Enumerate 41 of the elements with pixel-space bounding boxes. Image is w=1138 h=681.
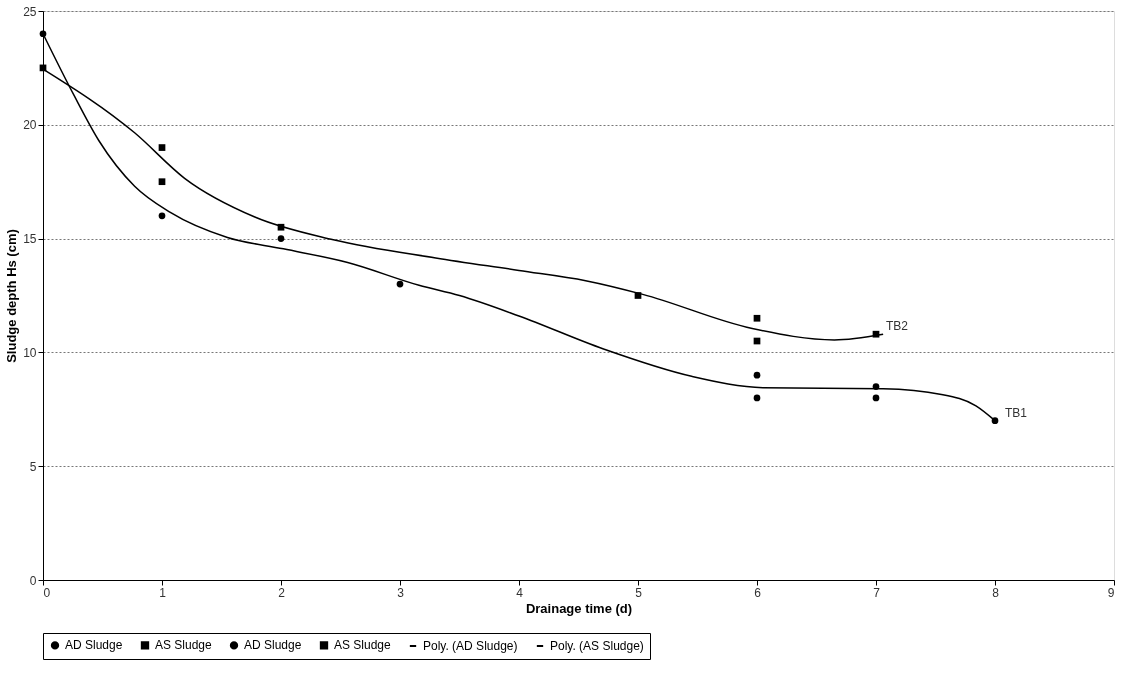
point — [277, 235, 285, 242]
legend-label: AD Sludge — [244, 638, 302, 653]
x-tick-label: 1 — [159, 585, 167, 600]
point — [991, 417, 999, 425]
y-tick-label: 25 — [23, 4, 37, 19]
legend-label: Poly. (AD Sludge) — [423, 639, 518, 653]
point — [39, 30, 47, 38]
legend-label: AS Sludge — [334, 638, 392, 653]
x-tick-label: 3 — [397, 585, 405, 600]
point — [753, 371, 761, 379]
point — [396, 280, 404, 288]
x-axis-title: Drainage time (d) — [525, 600, 633, 616]
point — [753, 314, 761, 322]
legend-label: Poly. (AS Sludge) — [550, 639, 644, 653]
point — [872, 330, 880, 338]
x-tick-label: 0 — [43, 585, 51, 600]
y-tick-label: 20 — [23, 118, 37, 133]
y-tick-label: 10 — [23, 345, 37, 360]
point — [872, 383, 880, 390]
point — [634, 292, 642, 299]
point — [872, 394, 880, 402]
x-tick-label: 6 — [754, 585, 762, 600]
annotation: TB1 — [1005, 405, 1028, 420]
point — [158, 178, 166, 186]
x-tick-label: 8 — [992, 585, 1000, 600]
y-tick-label: 15 — [23, 232, 37, 247]
x-tick-label: 4 — [516, 585, 524, 600]
y-tick-label: 5 — [29, 459, 37, 474]
legend-label: AS Sludge — [155, 638, 213, 653]
y-axis-title: Sludge depth Hs (cm) — [4, 229, 20, 363]
annotation: TB2 — [886, 319, 909, 334]
point — [753, 394, 761, 402]
point — [277, 223, 285, 231]
x-tick-label: 5 — [635, 585, 643, 600]
legend-label: AD Sludge — [65, 638, 123, 653]
x-tick-label: 7 — [873, 585, 881, 600]
point — [158, 212, 166, 220]
y-tick-label: 0 — [29, 573, 37, 588]
x-tick-label: 2 — [278, 585, 286, 600]
x-tick-label: 9 — [1107, 585, 1115, 600]
point — [158, 144, 166, 151]
